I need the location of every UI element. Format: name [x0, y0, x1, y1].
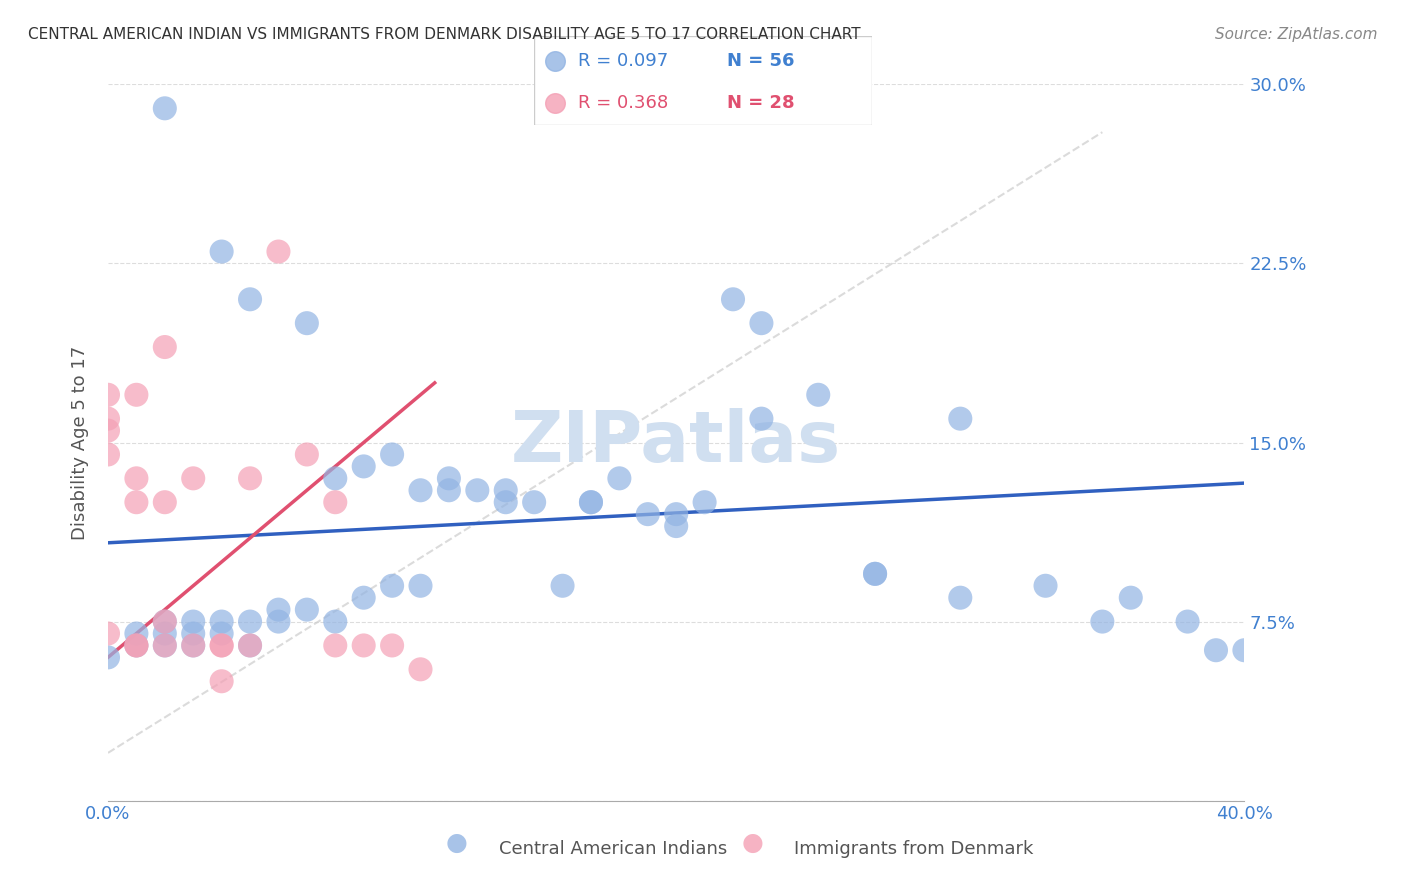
- Text: R = 0.097: R = 0.097: [578, 52, 668, 70]
- Text: Source: ZipAtlas.com: Source: ZipAtlas.com: [1215, 27, 1378, 42]
- Point: [1091, 615, 1114, 629]
- Point: [211, 639, 233, 653]
- Point: [125, 471, 148, 485]
- Point: [579, 495, 602, 509]
- Point: [97, 650, 120, 665]
- Point: [551, 579, 574, 593]
- Point: [125, 495, 148, 509]
- Point: [211, 639, 233, 653]
- Point: [693, 495, 716, 509]
- Point: [97, 411, 120, 425]
- Point: [1233, 643, 1256, 657]
- Point: [863, 566, 886, 581]
- Point: [721, 293, 744, 307]
- Point: [751, 411, 773, 425]
- Point: [153, 639, 176, 653]
- Point: [751, 316, 773, 330]
- Point: [495, 483, 517, 498]
- Point: [239, 471, 262, 485]
- Point: [153, 340, 176, 354]
- Point: [211, 674, 233, 689]
- Point: [465, 483, 488, 498]
- Text: R = 0.368: R = 0.368: [578, 94, 668, 112]
- Point: [295, 447, 318, 461]
- Text: ●: ●: [741, 830, 763, 855]
- Point: [181, 639, 204, 653]
- Point: [1177, 615, 1199, 629]
- Point: [181, 615, 204, 629]
- Text: CENTRAL AMERICAN INDIAN VS IMMIGRANTS FROM DENMARK DISABILITY AGE 5 TO 17 CORREL: CENTRAL AMERICAN INDIAN VS IMMIGRANTS FR…: [28, 27, 860, 42]
- Point: [543, 54, 565, 68]
- Point: [353, 591, 375, 605]
- Point: [267, 244, 290, 259]
- Point: [239, 639, 262, 653]
- Point: [239, 615, 262, 629]
- Point: [239, 293, 262, 307]
- Point: [153, 495, 176, 509]
- Point: [637, 507, 659, 521]
- Point: [949, 411, 972, 425]
- Point: [323, 639, 346, 653]
- Text: N = 56: N = 56: [727, 52, 794, 70]
- Y-axis label: Disability Age 5 to 17: Disability Age 5 to 17: [72, 345, 89, 540]
- Point: [523, 495, 546, 509]
- Point: [97, 388, 120, 402]
- Point: [153, 639, 176, 653]
- Point: [381, 579, 404, 593]
- Point: [807, 388, 830, 402]
- Point: [125, 639, 148, 653]
- Point: [239, 639, 262, 653]
- Point: [181, 626, 204, 640]
- Point: [267, 615, 290, 629]
- Text: N = 28: N = 28: [727, 94, 794, 112]
- Point: [353, 459, 375, 474]
- Point: [323, 615, 346, 629]
- Point: [153, 615, 176, 629]
- Point: [1205, 643, 1227, 657]
- Point: [97, 424, 120, 438]
- Point: [409, 579, 432, 593]
- Point: [409, 662, 432, 676]
- Point: [409, 483, 432, 498]
- Point: [125, 639, 148, 653]
- Point: [153, 101, 176, 115]
- Point: [1035, 579, 1057, 593]
- Point: [381, 639, 404, 653]
- Point: [323, 471, 346, 485]
- Point: [125, 639, 148, 653]
- Point: [181, 471, 204, 485]
- Point: [437, 483, 460, 498]
- FancyBboxPatch shape: [534, 36, 872, 125]
- Text: ●: ●: [446, 830, 468, 855]
- Point: [125, 388, 148, 402]
- Point: [863, 566, 886, 581]
- Text: Immigrants from Denmark: Immigrants from Denmark: [794, 840, 1033, 858]
- Point: [181, 639, 204, 653]
- Point: [295, 316, 318, 330]
- Point: [211, 626, 233, 640]
- Point: [495, 495, 517, 509]
- Point: [353, 639, 375, 653]
- Point: [1119, 591, 1142, 605]
- Point: [125, 626, 148, 640]
- Point: [295, 602, 318, 616]
- Point: [609, 471, 631, 485]
- Point: [381, 447, 404, 461]
- Point: [153, 626, 176, 640]
- Point: [153, 615, 176, 629]
- Point: [949, 591, 972, 605]
- Point: [211, 615, 233, 629]
- Point: [665, 507, 688, 521]
- Point: [97, 447, 120, 461]
- Point: [97, 626, 120, 640]
- Point: [323, 495, 346, 509]
- Text: Central American Indians: Central American Indians: [499, 840, 727, 858]
- Text: ZIPatlas: ZIPatlas: [512, 408, 841, 477]
- Point: [267, 602, 290, 616]
- Point: [543, 95, 565, 110]
- Point: [437, 471, 460, 485]
- Point: [211, 244, 233, 259]
- Point: [665, 519, 688, 533]
- Point: [579, 495, 602, 509]
